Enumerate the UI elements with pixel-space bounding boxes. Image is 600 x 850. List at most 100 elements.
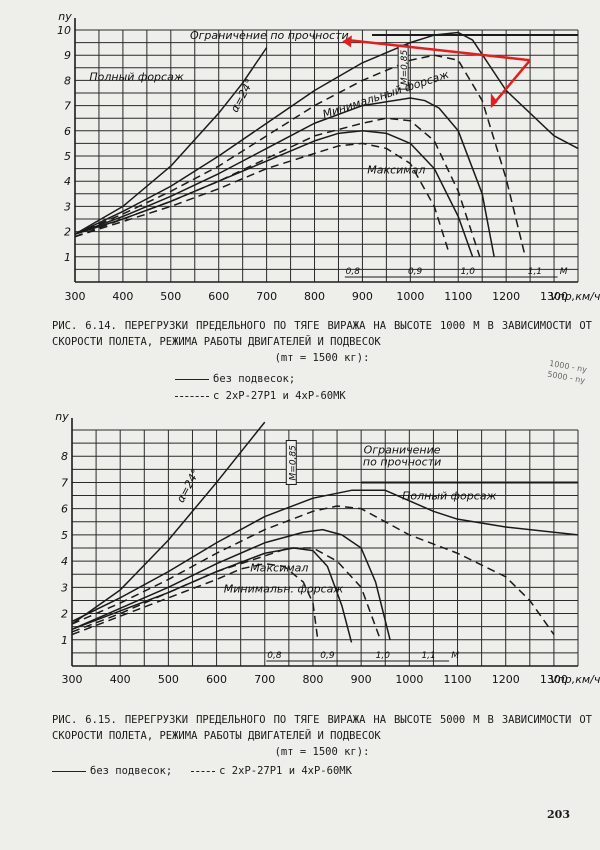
strength-limit-label: Ограничение по прочности [190, 29, 349, 42]
red-arrow-line [493, 59, 532, 104]
x-tick-label: 900 [352, 290, 373, 303]
series-line-4 [74, 117, 481, 258]
series-line-6 [71, 562, 319, 640]
mach-label: 0,8 [346, 267, 361, 277]
x-tick-label: 600 [208, 290, 229, 303]
x-tick-label: 1300 [540, 673, 568, 686]
caption-6-15-text: РИС. 6.15. ПЕРЕГРУЗКИ ПРЕДЕЛЬНОГО ПО ТЯГ… [52, 714, 592, 742]
x-axis-label: Vпр,км/ч [550, 290, 600, 303]
y-tick-label: 8 [61, 450, 68, 463]
caption-6-15-mass: (mт = 1500 кг): [274, 746, 370, 758]
y-tick-label: 1 [61, 634, 68, 647]
annotation-label: Минимальн. форсаж [224, 583, 344, 596]
caption-6-15: РИС. 6.15. ПЕРЕГРУЗКИ ПРЕДЕЛЬНОГО ПО ТЯГ… [52, 712, 592, 760]
series-line-4 [71, 547, 382, 641]
x-tick-label: 1300 [540, 290, 568, 303]
x-tick-label: 900 [351, 673, 372, 686]
dashed-line-swatch [175, 395, 209, 397]
x-tick-label: 800 [304, 290, 325, 303]
annotation-label: Максимал [250, 562, 308, 575]
mach-label: 0,9 [320, 651, 335, 661]
annotation-label: Полный форсаж [402, 489, 496, 502]
x-tick-label: 700 [256, 290, 277, 303]
caption-6-14: РИС. 6.14. ПЕРЕГРУЗКИ ПРЕДЕЛЬНОГО ПО ТЯГ… [52, 318, 592, 366]
x-tick-label: 400 [110, 673, 131, 686]
series-line-5 [71, 547, 353, 643]
mach-label: М [560, 267, 568, 277]
mach-label: 1,0 [376, 651, 391, 661]
mach-label: 1,0 [461, 267, 476, 277]
y-axis-label: ny [55, 410, 69, 423]
strength-limit-label: по прочности [363, 456, 441, 469]
grid [71, 429, 579, 667]
x-tick-label: 1100 [444, 290, 472, 303]
y-tick-label: 2 [64, 226, 71, 239]
legend-6-15-solid-label: без подвесок; [90, 765, 173, 777]
x-tick-label: 800 [302, 673, 323, 686]
mach-label: 1,1 [421, 651, 435, 661]
y-tick-label: 6 [64, 125, 71, 138]
x-tick-label: 300 [65, 290, 86, 303]
strength-limit-label: Ограничение [364, 444, 441, 457]
caption-6-14-mass: (mт = 1500 кг): [274, 352, 370, 364]
legend-6-15-dashed-label: с 2хР-27Р1 и 4хР-60МК [219, 765, 352, 777]
series-line-1 [71, 489, 579, 623]
series-line-5 [74, 130, 474, 258]
x-tick-label: 500 [160, 290, 181, 303]
y-tick-label: 4 [61, 555, 68, 568]
legend-6-15: без подвесок; с 2хР-27Р1 и 4хР-60МК [52, 765, 352, 777]
x-tick-label: 300 [62, 673, 83, 686]
x-tick-label: 700 [254, 673, 275, 686]
mach-label: 0,9 [408, 267, 423, 277]
solid-line-swatch [52, 770, 86, 772]
dashed-line-swatch [191, 770, 216, 772]
legend-6-14-solid-label: без подвесок; [213, 373, 296, 385]
series-line-3 [71, 528, 391, 640]
y-axis-label: ny [58, 10, 72, 23]
legend-6-14-dashed-label: с 2хР-27Р1 и 4хР-60МК [213, 390, 346, 402]
mach-085-box [285, 439, 297, 485]
x-tick-label: 1000 [395, 673, 423, 686]
red-arrow-head [342, 35, 352, 48]
caption-6-14-text: РИС. 6.14. ПЕРЕГРУЗКИ ПРЕДЕЛЬНОГО ПО ТЯГ… [52, 320, 592, 348]
x-tick-label: 500 [158, 673, 179, 686]
y-tick-label: 7 [61, 476, 68, 489]
x-tick-label: 1100 [444, 673, 472, 686]
mach-label: М [451, 651, 459, 661]
y-tick-label: 8 [64, 74, 71, 87]
page-number: 203 [547, 808, 570, 821]
x-tick-label: 1000 [396, 290, 424, 303]
annotation-label: α=24° [174, 467, 202, 505]
y-tick-label: 7 [64, 100, 71, 113]
series-line-0 [74, 47, 268, 235]
mach-085-label: М=0,85 [288, 445, 298, 481]
series-line-3 [74, 97, 495, 257]
grid [74, 29, 579, 283]
mach-label: 1,1 [528, 267, 542, 277]
series-line-2 [74, 54, 527, 257]
x-axis-label: Vпр,км/ч [550, 673, 600, 686]
x-tick-label: 1200 [492, 290, 520, 303]
red-arrow-line [347, 38, 531, 62]
y-tick-label: 1 [64, 251, 71, 264]
solid-line-swatch [175, 378, 209, 380]
y-tick-label: 4 [64, 175, 71, 188]
chart-6-14: 300 400 500 600 700 800 900 1000 1100 1200 1300 1 2 3… [57, 10, 600, 303]
mach-label: 0,8 [267, 651, 282, 661]
series-line-2 [71, 505, 555, 635]
series-line-6 [74, 142, 450, 252]
y-tick-label: 6 [61, 503, 68, 516]
legend-6-14-dashed: с 2хР-27Р1 и 4хР-60МК [175, 390, 346, 402]
y-tick-label: 5 [61, 529, 68, 542]
chart-6-15: 300 400 500 600 700 800 900 1000 1100 1200 1300 1 2 3… [55, 410, 600, 686]
y-tick-label: 10 [57, 24, 71, 37]
series-line-1 [74, 31, 579, 235]
mach-085-label: М=0,85 [400, 50, 410, 86]
y-tick-label: 5 [64, 150, 71, 163]
x-tick-label: 1200 [492, 673, 520, 686]
x-tick-label: 600 [206, 673, 227, 686]
annotation-label: Полный форсаж [89, 70, 183, 83]
y-tick-label: 3 [64, 200, 71, 213]
y-tick-label: 3 [61, 581, 68, 594]
y-tick-label: 2 [61, 608, 68, 621]
